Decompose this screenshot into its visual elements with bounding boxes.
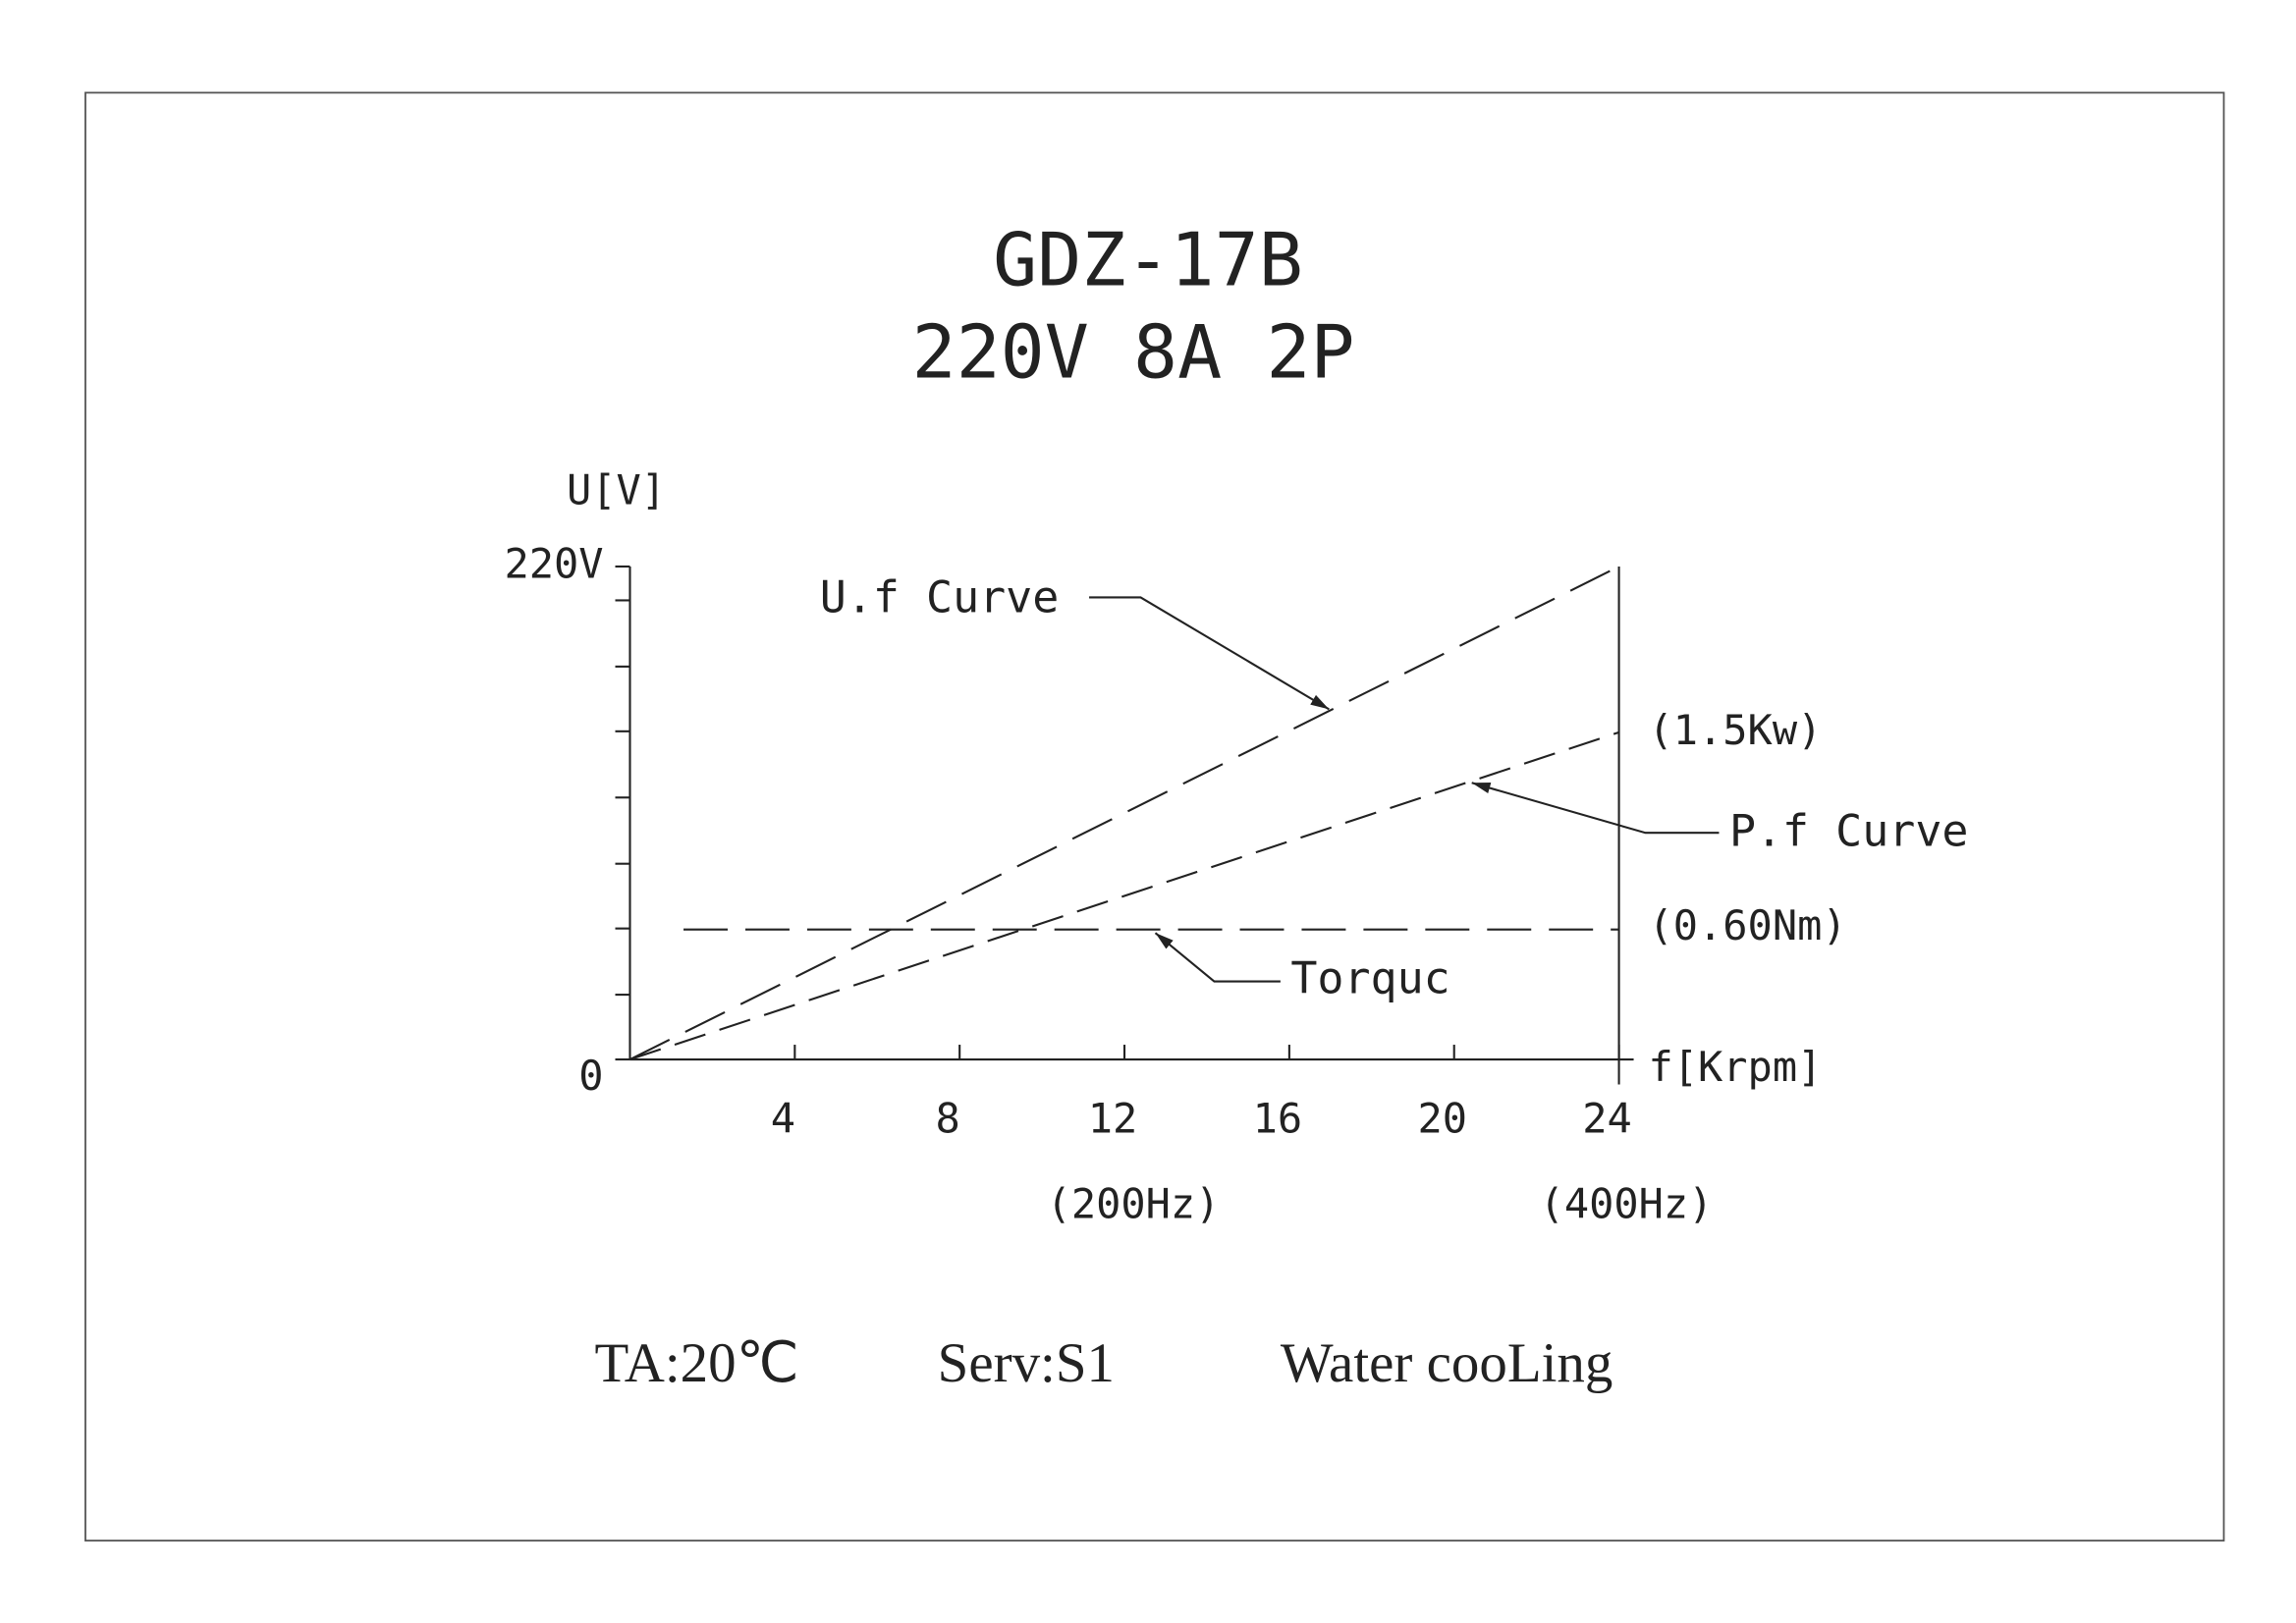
- annotation: (0.60Nm): [1649, 901, 1847, 949]
- x-tick-label: 4: [771, 1094, 795, 1142]
- y-tick-label: 0: [578, 1052, 603, 1100]
- torque-leader: [1154, 932, 1281, 983]
- x-tick-label: 20: [1417, 1094, 1467, 1142]
- y-minor-ticks: [615, 599, 630, 997]
- footer-text: Water cooLing: [1281, 1332, 1613, 1394]
- x-tick-label: 16: [1253, 1094, 1303, 1142]
- chart-title: GDZ-17B: [993, 216, 1303, 302]
- x-tick-label: 8: [936, 1094, 960, 1142]
- y-tick-label: 220V: [504, 539, 603, 587]
- annotation: (1.5Kw): [1649, 706, 1823, 754]
- annotation: (400Hz): [1540, 1179, 1714, 1227]
- series-line: [629, 730, 1619, 1061]
- x-tick-label: 24: [1582, 1094, 1632, 1142]
- uf-leader: [1089, 596, 1330, 711]
- footer-text: Serv:S1: [938, 1332, 1115, 1394]
- series-label: Torquc: [1290, 952, 1449, 1004]
- series-line: [629, 566, 1620, 1060]
- frame: [84, 91, 2225, 1542]
- series-label: P.f Curve: [1729, 805, 1969, 857]
- series-label: U.f Curve: [820, 570, 1059, 622]
- y-axis-label: U[V]: [567, 466, 666, 514]
- annotation: (200Hz): [1047, 1179, 1221, 1227]
- chart-subtitle: 220V 8A 2P: [911, 309, 1354, 396]
- x-tick-label: 12: [1088, 1094, 1138, 1142]
- pf-leader: [1471, 782, 1720, 835]
- x-axis-label: f[Krpm]: [1649, 1043, 1823, 1091]
- footer-text: TA:20℃: [595, 1332, 799, 1394]
